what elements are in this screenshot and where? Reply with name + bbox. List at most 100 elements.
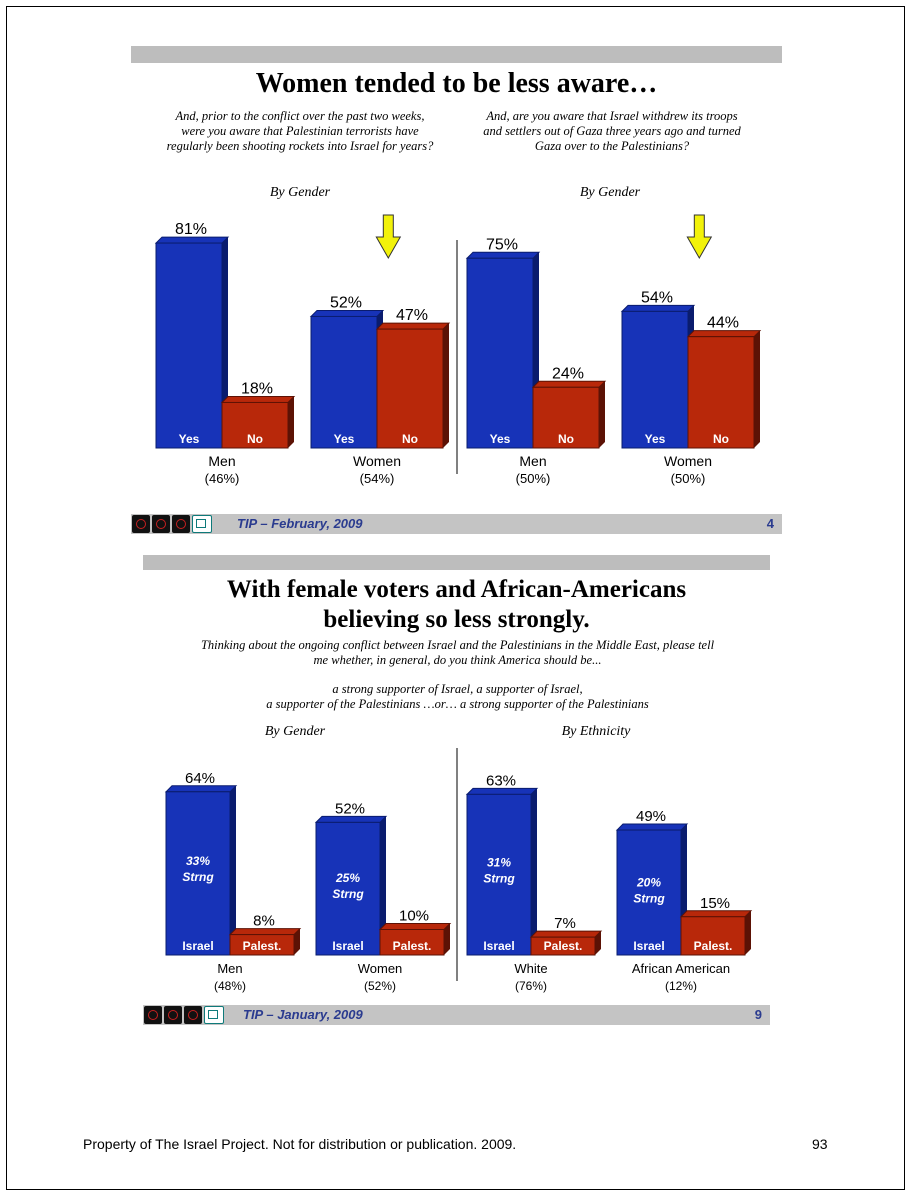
bar-men-no (531, 380, 607, 449)
data-label: 47% (396, 307, 428, 324)
data-label: 49% (636, 808, 666, 825)
strong-percent-label: 20% (636, 875, 661, 889)
data-label: 24% (552, 365, 584, 382)
data-label: 7% (554, 915, 576, 932)
bar-side (531, 788, 537, 955)
slide2-question: Thinking about the ongoing conflict betw… (200, 638, 715, 667)
bar-side (745, 910, 751, 955)
group-share-label: (50%) (671, 471, 706, 486)
slide2-footer: TIP – January, 2009 9 (143, 1005, 770, 1025)
bar-category-label: Yes (645, 432, 666, 446)
group-share-label: (54%) (360, 471, 395, 486)
bar-category-label: Palest. (243, 939, 282, 953)
bar-face (532, 386, 600, 449)
group-name-label: Women (358, 961, 403, 976)
bar-face (165, 791, 231, 956)
slide1-by-left: By Gender (269, 185, 331, 200)
strong-percent-label: 25% (335, 871, 360, 885)
chart-support-gender: 64%Israel33%Strng8%Palest.Men(48%)52%Isr… (164, 770, 452, 993)
slide2-top-band (143, 555, 770, 570)
bar-category-label: No (558, 432, 574, 446)
strong-text-label: Strng (182, 870, 214, 884)
bar-face (315, 821, 381, 956)
arrow-shape (686, 214, 713, 260)
logo-icon (132, 515, 150, 533)
bar-african-american-palest (679, 910, 753, 956)
bar-face (310, 315, 378, 449)
bar-category-label: Israel (332, 939, 363, 953)
slide1-footer-page: 4 (766, 516, 774, 531)
group-share-label: (46%) (205, 471, 240, 486)
bar-category-label: Israel (633, 939, 664, 953)
bar-women-no (375, 322, 451, 449)
group-name-label: Men (519, 453, 546, 469)
bar-men-palest (228, 928, 302, 956)
slide1-footer: TIP – February, 2009 4 (131, 514, 782, 534)
bar-side (380, 816, 386, 955)
strong-text-label: Strng (483, 872, 515, 886)
arrow-down-icon (686, 214, 713, 260)
data-label: 54% (641, 289, 673, 306)
data-label: 75% (486, 236, 518, 253)
data-label: 64% (185, 770, 215, 787)
bar-face (466, 257, 534, 449)
slide2-by-right: By Ethnicity (561, 724, 631, 739)
chart-support-ethnicity: 63% Israel 31% Strng 7% Palest. White (76%) 49% I… (456, 748, 753, 993)
slide1-question-left: And, prior to the conflict over the past… (166, 109, 434, 153)
bar-men-yes (465, 251, 541, 449)
page-number: 93 (812, 1136, 828, 1152)
slide2-options-line2: a supporter of the Palestinians …or… a s… (266, 697, 649, 711)
bar-face (680, 916, 746, 956)
group-share-label: (52%) (364, 979, 396, 993)
logo-icon (192, 515, 212, 533)
slide2-footer-text: TIP – January, 2009 (243, 1007, 363, 1022)
strong-percent-label: 31% (487, 856, 511, 870)
bar-face (379, 929, 445, 956)
slide2-title: With female voters and African-Americans… (143, 575, 770, 635)
data-label: 8% (253, 913, 275, 930)
slide1-by-right: By Gender (579, 185, 641, 200)
slide1-title: Women tended to be less aware… (255, 68, 658, 99)
bar-side (444, 923, 450, 955)
slide2-footer-page: 9 (754, 1007, 762, 1022)
logo-icon (164, 1006, 182, 1024)
data-label: 63% (486, 772, 516, 789)
data-label: 81% (175, 221, 207, 238)
strong-text-label: Strng (332, 887, 364, 901)
bar-men-no (220, 395, 296, 449)
slide2-by-left: By Gender (264, 724, 326, 739)
bar-category-label: Yes (490, 432, 511, 446)
bar-side (443, 323, 449, 448)
bar-women-palest (378, 923, 452, 956)
bar-side (230, 785, 236, 955)
bar-side (599, 381, 605, 448)
bar-category-label: No (713, 432, 729, 446)
data-label: 52% (335, 800, 365, 817)
bar-category-label: No (247, 432, 263, 446)
slide1-question-right: And, are you aware that Israel withdrew … (483, 109, 741, 153)
bar-face (155, 242, 223, 449)
group-share-label: (76%) (515, 979, 547, 993)
group-share-label: (50%) (516, 471, 551, 486)
logo-icon (204, 1006, 224, 1024)
bar-side (294, 928, 300, 955)
data-label: 52% (330, 294, 362, 311)
bar-side (595, 931, 601, 955)
group-share-label: (48%) (214, 979, 246, 993)
bar-side (222, 237, 228, 448)
logo-strip (143, 1005, 225, 1025)
bar-side (754, 330, 760, 448)
group-name-label: Women (353, 453, 401, 469)
bar-white-israel (465, 787, 539, 956)
bar-face (376, 328, 444, 449)
bar-women-israel (314, 815, 388, 956)
bar-african-american-israel (615, 823, 689, 956)
group-share-label: (12%) (665, 979, 697, 993)
bar-category-label: Palest. (393, 939, 432, 953)
bar-women-yes (620, 304, 696, 449)
logo-icon (184, 1006, 202, 1024)
arrow-shape (375, 214, 402, 260)
data-label: 10% (399, 908, 429, 925)
bar-category-label: Yes (179, 432, 200, 446)
